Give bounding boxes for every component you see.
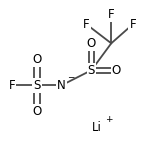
Text: O: O [32, 105, 41, 118]
Text: O: O [112, 64, 121, 77]
Text: +: + [105, 115, 113, 124]
Text: O: O [87, 37, 96, 50]
Text: N: N [57, 79, 66, 92]
Text: F: F [129, 18, 136, 31]
Text: F: F [83, 18, 90, 31]
Text: S: S [33, 79, 41, 92]
Text: F: F [9, 79, 15, 92]
Text: N: N [57, 79, 66, 92]
Text: −: − [67, 72, 74, 81]
Text: F: F [108, 8, 115, 21]
Text: Li: Li [92, 121, 102, 134]
Text: O: O [32, 53, 41, 66]
Text: S: S [88, 64, 95, 77]
